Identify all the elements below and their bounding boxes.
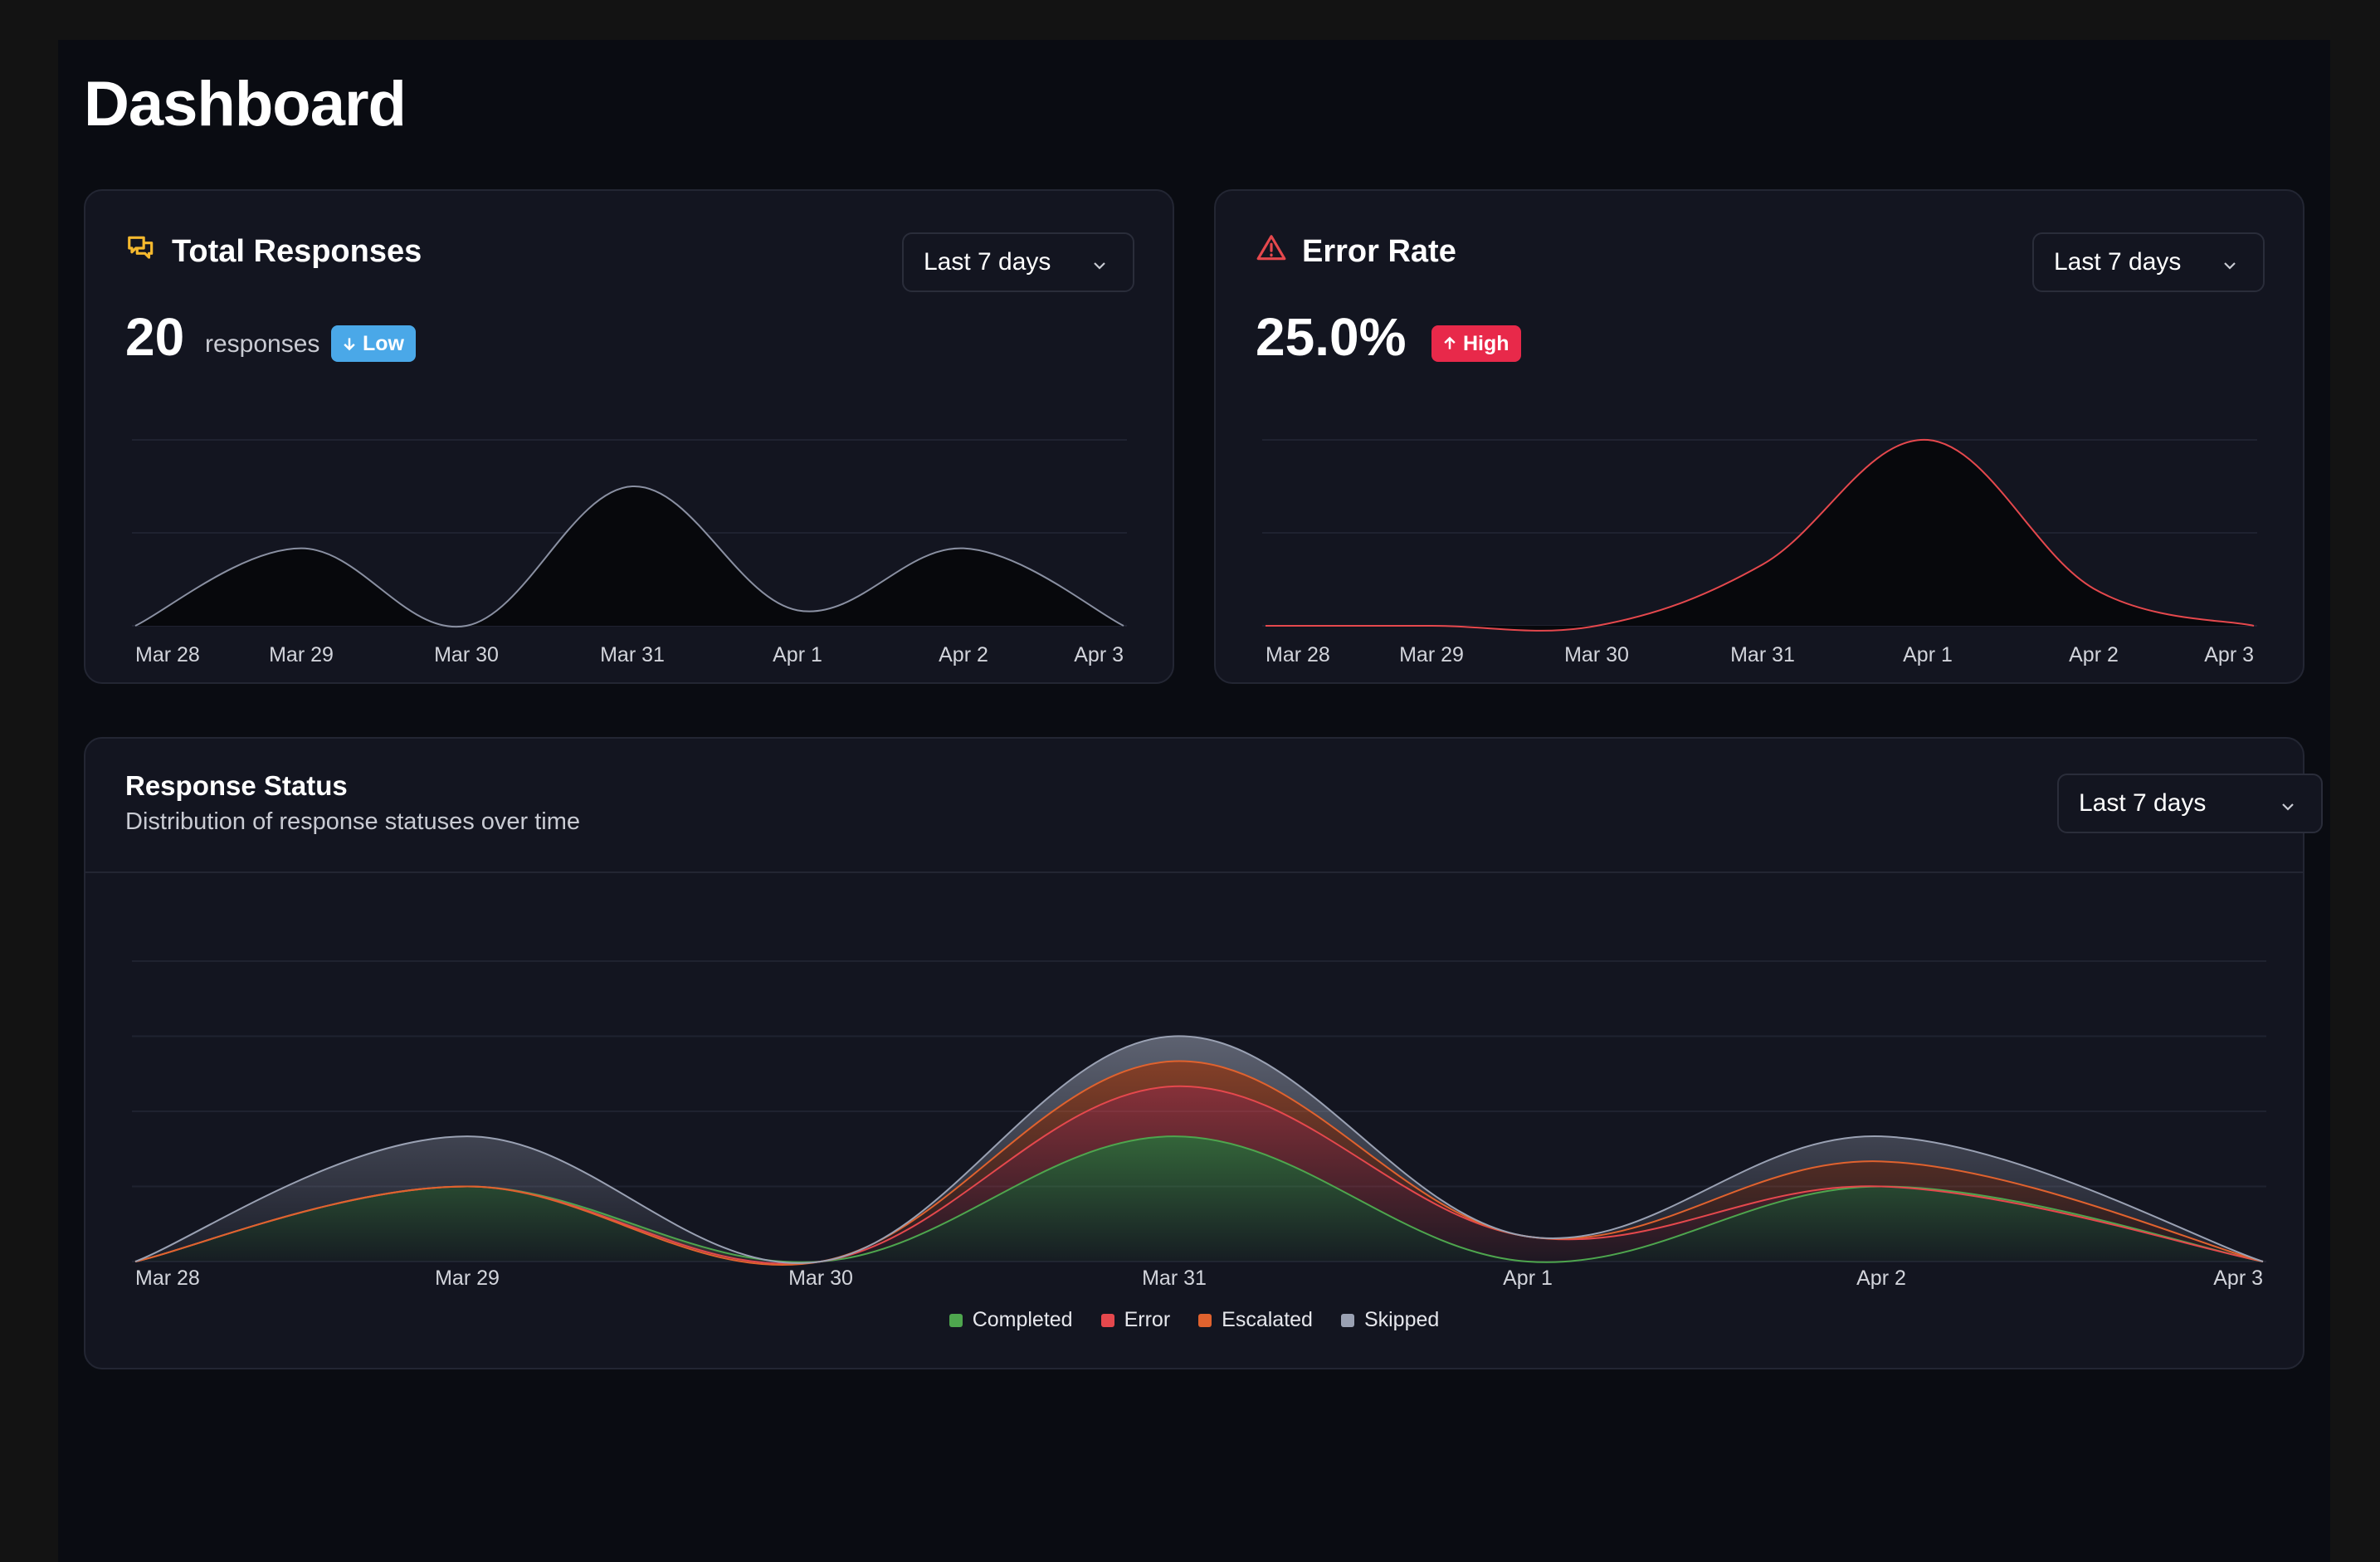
dashboard-page: Dashboard Total Responses Last 7 days 20… (58, 40, 2330, 1562)
x-tick-label: Mar 30 (788, 1267, 853, 1290)
x-tick-label: Mar 29 (1399, 643, 1464, 666)
error-rate-chart: Mar 28 Mar 29 Mar 30 Mar 31 Apr 1 Apr 2 Apr 3 (1262, 438, 2257, 666)
series-area-error (135, 1086, 2263, 1264)
x-tick-label: Apr 1 (773, 643, 822, 666)
low-badge: Low (331, 325, 416, 362)
x-tick-label: Mar 30 (1564, 643, 1629, 666)
legend-label: Skipped (1363, 1308, 1440, 1331)
badge-label: High (1463, 331, 1509, 355)
series-line-escalated (134, 1060, 2264, 1267)
legend-label: Escalated (1222, 1308, 1313, 1331)
area-fill (1266, 439, 2254, 631)
arrow-down-icon (344, 338, 355, 351)
x-tick-label: Mar 29 (269, 643, 334, 666)
range-select-value: Last 7 days (2054, 248, 2182, 276)
x-tick-label: Apr 3 (1074, 643, 1124, 666)
total-responses-range-select[interactable]: Last 7 days (902, 232, 1134, 292)
legend-swatch (1198, 1313, 1212, 1327)
range-select-value: Last 7 days (924, 248, 1051, 276)
x-tick-label: Mar 28 (135, 643, 200, 666)
response-status-chart: Mar 28 Mar 29 Mar 30 Mar 31 Apr 1 Apr 2 Apr 3 (132, 960, 2266, 1290)
area-fill (135, 486, 1124, 627)
x-tick-label: Apr 1 (1903, 643, 1953, 666)
x-tick-label: Mar 29 (435, 1267, 500, 1290)
x-tick-label: Apr 2 (2069, 643, 2119, 666)
arrow-up-icon (1444, 336, 1456, 349)
total-responses-value: 20 (125, 307, 185, 367)
chevron-down-icon (2220, 254, 2240, 282)
x-tick-label: Mar 30 (434, 643, 499, 666)
response-status-subtitle: Distribution of response statuses over t… (125, 808, 581, 835)
legend-swatch (1340, 1313, 1354, 1327)
chart-legend: Completed Error Escalated Skipped (85, 1308, 2303, 1332)
x-tick-label: Mar 31 (1730, 643, 1795, 666)
series-area-completed (135, 1136, 2263, 1262)
legend-item-skipped[interactable]: Skipped (1340, 1308, 1440, 1332)
legend-label: Error (1124, 1308, 1171, 1331)
page-title: Dashboard (84, 69, 407, 139)
total-responses-card: Total Responses Last 7 days 20 responses… (84, 189, 1174, 684)
x-tick-label: Mar 28 (135, 1267, 200, 1290)
error-rate-range-select[interactable]: Last 7 days (2032, 232, 2265, 292)
series-line (1266, 438, 2255, 632)
legend-item-error[interactable]: Error (1100, 1308, 1171, 1332)
series-line (134, 485, 1124, 628)
legend-swatch (1100, 1313, 1114, 1327)
badge-label: Low (363, 331, 404, 355)
x-tick-label: Apr 2 (1856, 1267, 1906, 1290)
total-responses-chart: Mar 28 Mar 29 Mar 30 Mar 31 Apr 1 Apr 2 Apr 3 (132, 439, 1127, 666)
range-select-value: Last 7 days (2079, 789, 2207, 817)
error-rate-value: 25.0% (1256, 307, 1407, 367)
total-responses-title: Total Responses (172, 234, 422, 269)
legend-item-completed[interactable]: Completed (949, 1308, 1073, 1332)
chat-bubbles-icon (125, 232, 157, 268)
error-rate-title: Error Rate (1302, 234, 1456, 269)
error-rate-card: Error Rate Last 7 days 25.0% High Mar 28… (1214, 189, 2304, 684)
x-tick-label: Mar 31 (1142, 1267, 1207, 1290)
x-tick-label: Apr 3 (2213, 1267, 2263, 1290)
x-tick-label: Apr 1 (1503, 1267, 1553, 1290)
chevron-down-icon (1090, 254, 1110, 282)
legend-label: Completed (972, 1308, 1073, 1331)
total-responses-unit: responses (205, 330, 320, 358)
warning-triangle-icon (1256, 232, 1287, 268)
x-tick-label: Apr 2 (939, 643, 988, 666)
series-line-skipped (134, 1035, 2264, 1264)
x-tick-label: Apr 3 (2204, 643, 2254, 666)
response-status-range-select[interactable]: Last 7 days (2057, 774, 2323, 833)
legend-swatch (949, 1313, 963, 1327)
response-status-card: Response Status Distribution of response… (84, 737, 2323, 1369)
x-tick-label: Mar 31 (600, 643, 665, 666)
chevron-down-icon (2278, 795, 2298, 823)
card-divider (85, 871, 2303, 873)
x-tick-label: Mar 28 (1266, 643, 1330, 666)
legend-item-escalated[interactable]: Escalated (1198, 1308, 1313, 1332)
high-badge: High (1431, 325, 1521, 362)
series-area-skipped (135, 1036, 2263, 1266)
response-status-title: Response Status (125, 770, 348, 801)
